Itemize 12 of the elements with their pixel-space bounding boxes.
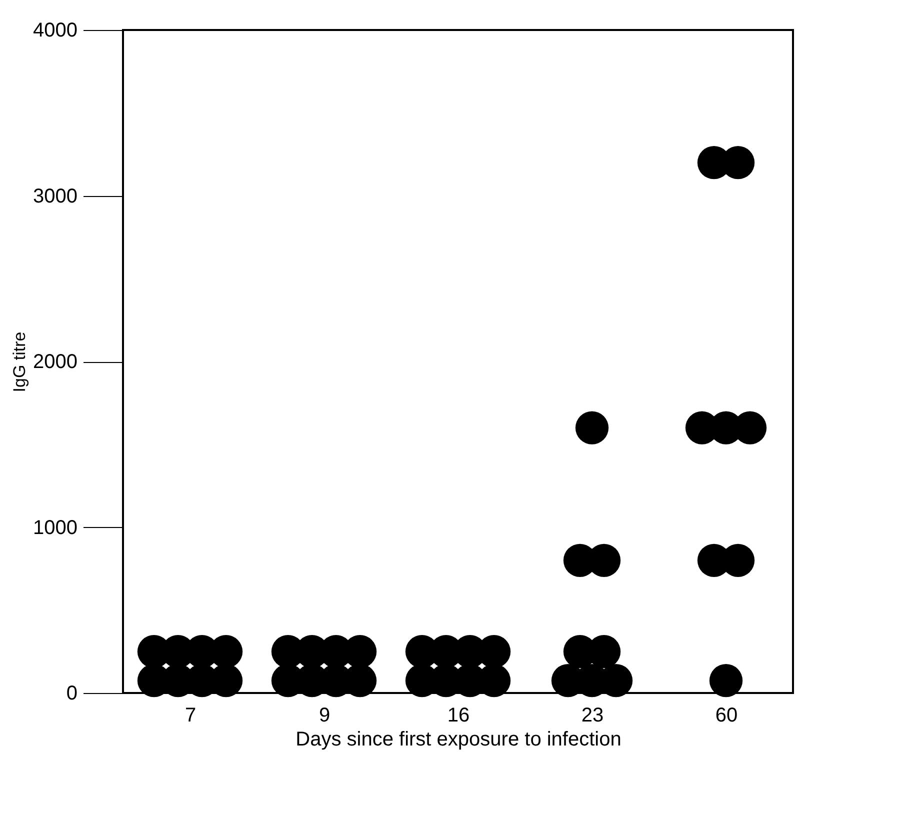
x-tick-label: 60: [715, 704, 738, 726]
y-tick-label: 2000: [33, 351, 78, 373]
y-tick-label: 0: [66, 682, 78, 704]
x-tick-label: 7: [184, 704, 196, 726]
y-tick-label: 3000: [33, 185, 78, 208]
y-tick-label: 1000: [33, 516, 78, 539]
x-tick-label: 23: [581, 704, 604, 726]
x-tick-label: 9: [318, 704, 330, 726]
x-tick-label: 16: [447, 704, 470, 726]
y-tick-label: 4000: [33, 20, 78, 42]
y-axis-title: IgG titre: [10, 332, 30, 392]
x-axis-title: Days since first exposure to infection: [296, 728, 622, 750]
